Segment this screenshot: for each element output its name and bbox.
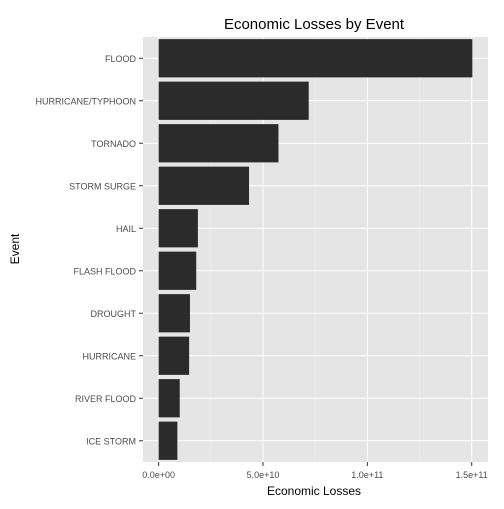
y-axis-ticks: FLOOD HURRICANE/TYPHOON TORNADO STORM SURGE… [35,54,143,446]
x-tick-label: 5.0e+10 [247,470,280,480]
bar [158,81,309,120]
x-tick-label: 1.5e+11 [456,470,488,480]
chart-title: Economic Losses by Event [224,16,405,33]
y-tick-label: FLOOD [105,54,137,64]
x-tick-label: 0.0e+00 [142,470,175,480]
x-tick-label: 1.0e+11 [351,470,383,480]
bar [158,209,198,248]
bar [158,294,190,333]
y-tick-label: HAIL [116,224,136,234]
y-tick-label: HURRICANE [82,351,136,361]
y-axis-label: Event [8,233,22,264]
bar [158,251,197,290]
y-tick-label: RIVER FLOOD [75,394,137,404]
bar [158,39,473,78]
bar [158,166,250,205]
bar [158,124,279,163]
bar [158,421,178,460]
bars [158,39,473,460]
y-tick-label: FLASH FLOOD [73,266,136,276]
x-axis-label: Economic Losses [267,484,361,498]
bar [158,336,190,375]
y-tick-label: TORNADO [91,139,136,149]
x-axis-ticks: 0.0e+00 5.0e+10 1.0e+11 1.5e+11 [142,462,488,480]
bar [158,379,180,418]
y-tick-label: DROUGHT [91,309,137,319]
y-tick-label: HURRICANE/TYPHOON [35,96,136,106]
y-tick-label: STORM SURGE [69,181,136,191]
y-tick-label: ICE STORM [86,436,136,446]
